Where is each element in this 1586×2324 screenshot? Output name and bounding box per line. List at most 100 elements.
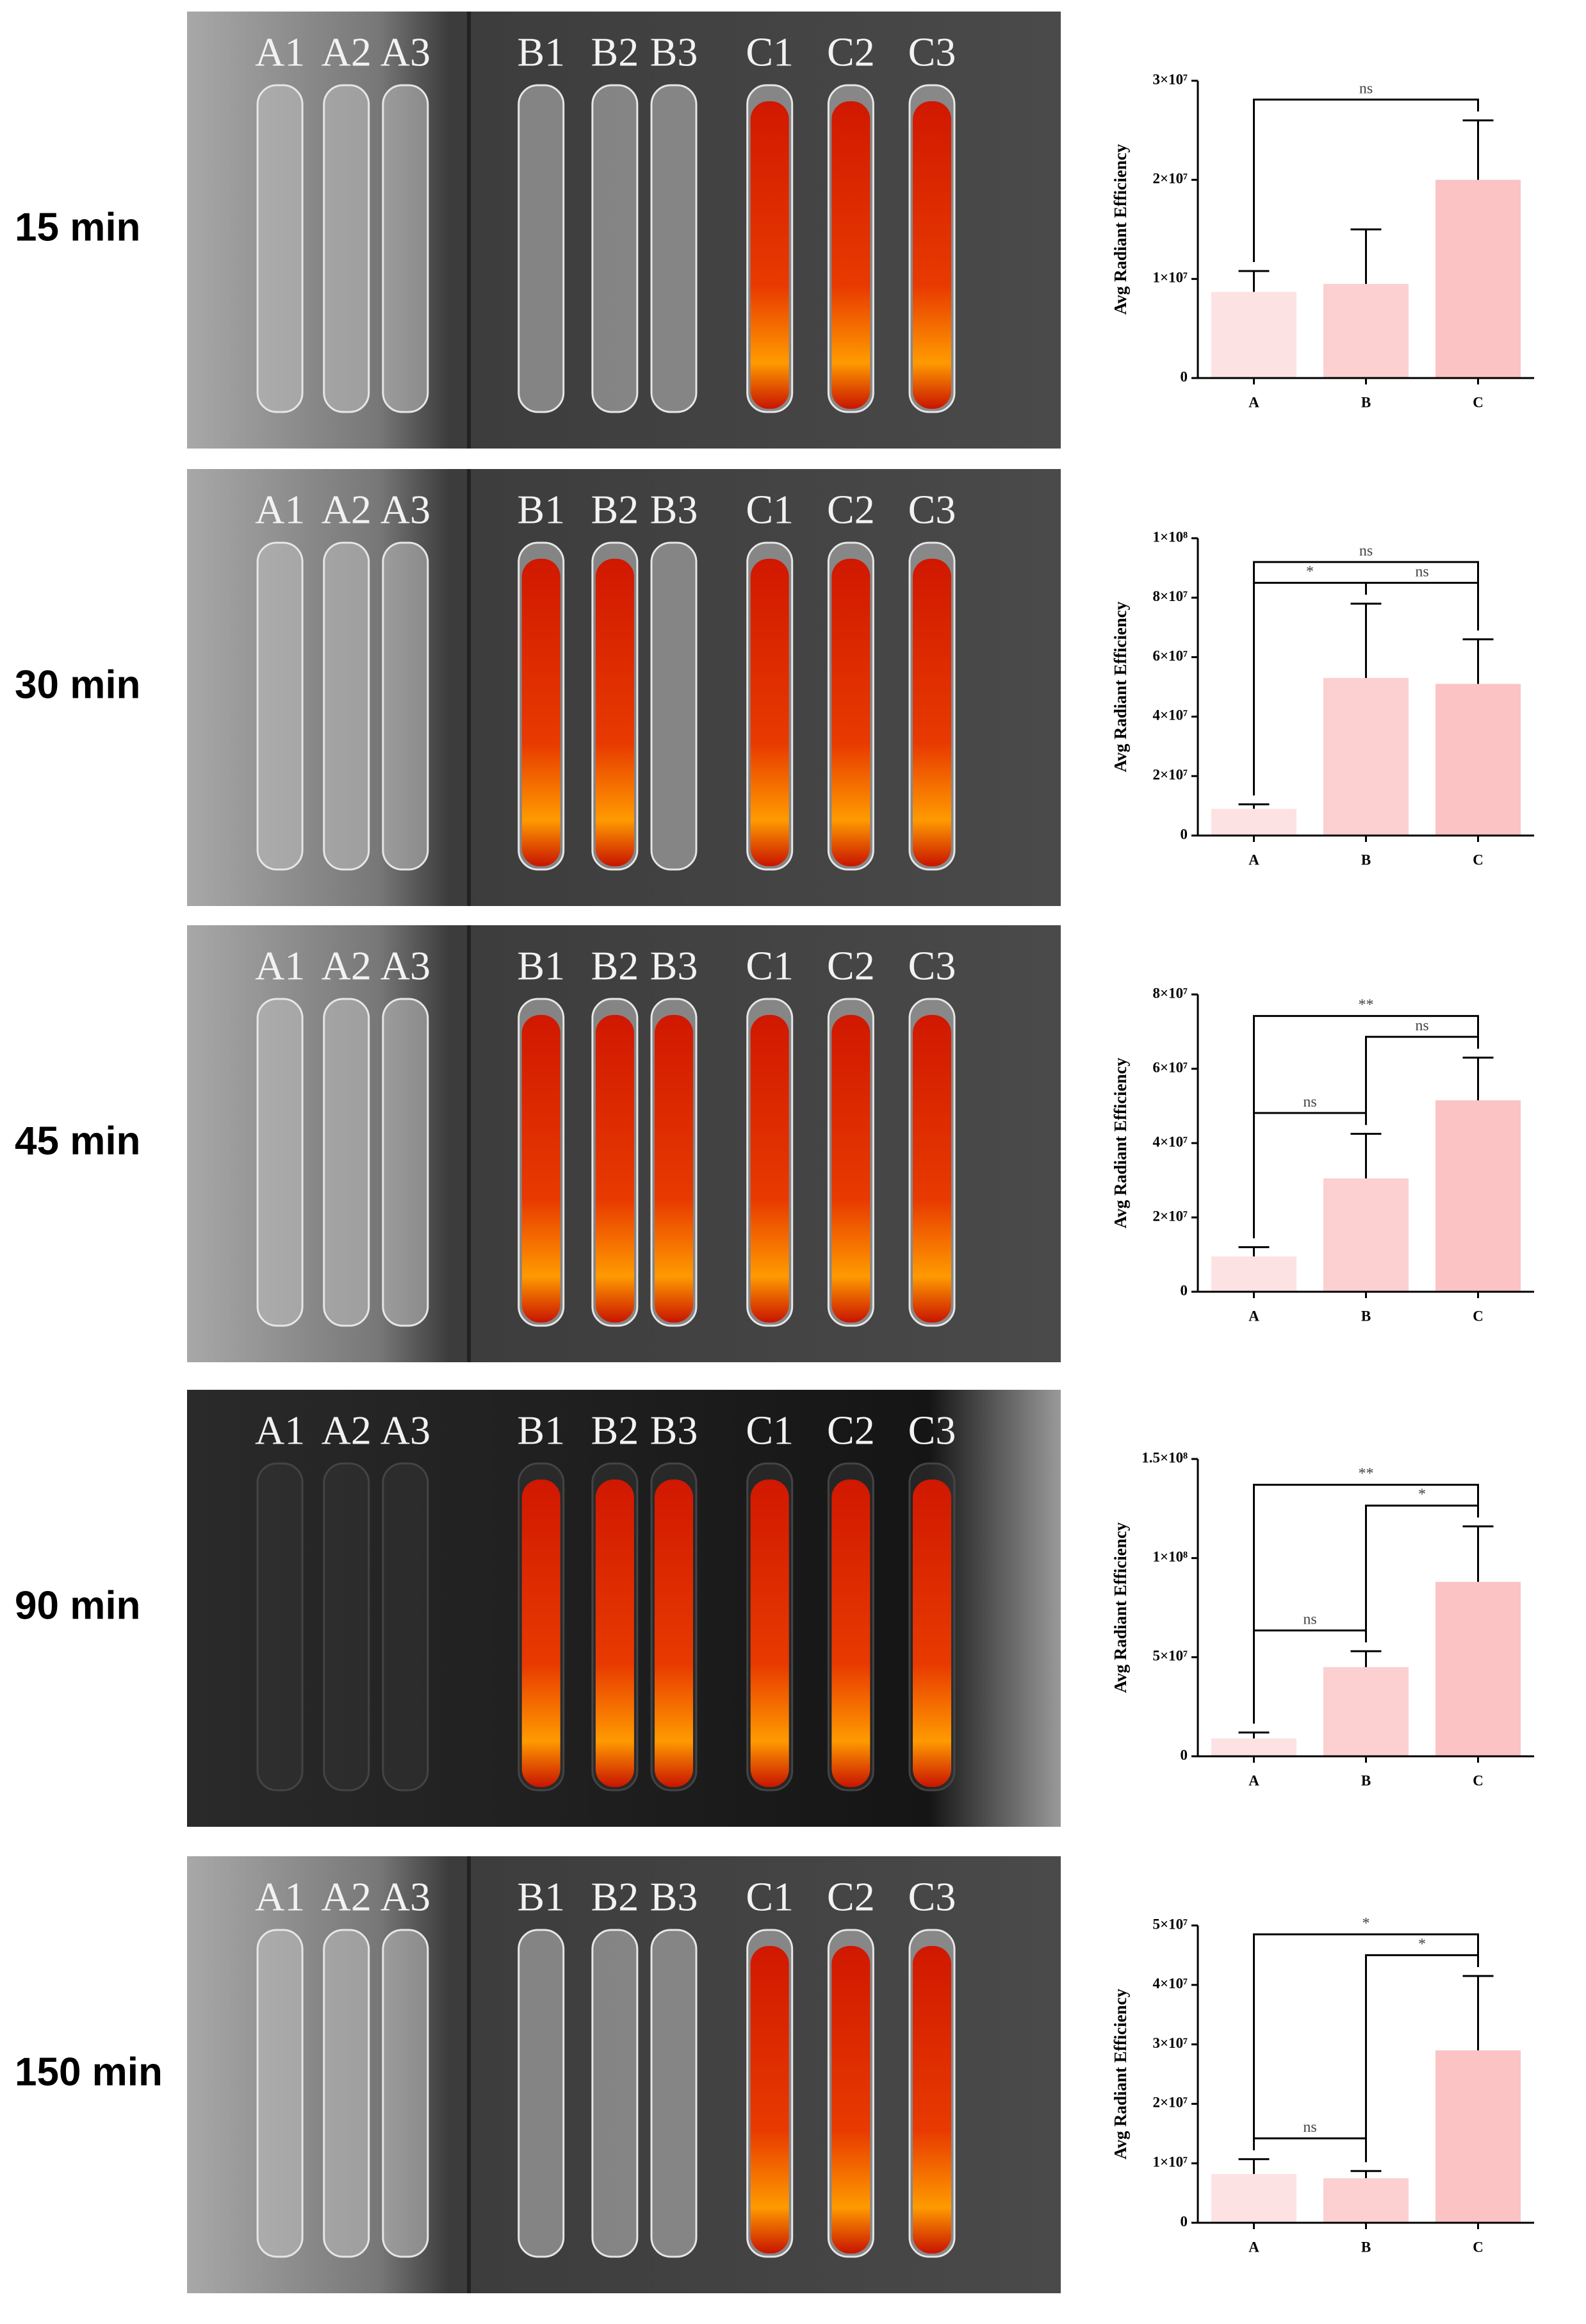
signal [750,101,789,409]
fluorescence-image: A1 A2 A3 B1 B2 B3 C1 C2 C3 [187,12,1061,449]
x-tick-label: C [1473,394,1484,410]
signal [750,1015,789,1323]
time-label: 30 min [15,663,140,707]
y-tick-label: 0 [1181,1747,1188,1763]
tissue [382,1929,429,2258]
tissue [650,84,698,413]
significance-label: ns [1415,564,1428,581]
time-label: 150 min [15,2050,163,2094]
fluorescence-image: A1 A2 A3 B1 B2 B3 C1 C2 C3 [187,469,1061,906]
signal [913,1946,952,2254]
time-label: 45 min [15,1119,140,1163]
significance-label: ns [1303,1611,1316,1628]
signal [913,1479,952,1787]
x-tick-label: C [1473,852,1484,868]
tissue [650,1929,698,2258]
signal [831,101,871,409]
tissue [518,1929,565,2258]
significance-label: * [1418,1936,1426,1952]
signal [750,1946,789,2254]
y-tick-label: 0 [1181,2213,1188,2229]
bar [1323,284,1409,378]
y-tick-label: 1×10⁷ [1152,2154,1188,2170]
tissue [382,1462,429,1792]
sample-label: C2 [827,943,875,989]
sample-label: C2 [827,487,875,532]
sample-label: C3 [908,1874,956,1920]
significance-bracket [1253,561,1479,796]
bar [1323,2178,1409,2223]
sample-label: A3 [380,29,430,75]
significance-bracket [1253,1015,1479,1239]
bar [1211,1256,1296,1292]
x-tick-label: C [1473,1772,1484,1788]
significance-label: ** [1359,997,1374,1014]
y-tick-label: 0 [1181,368,1188,384]
sample-label: A1 [255,1874,305,1920]
y-tick-label: 2×10⁷ [1152,2095,1188,2111]
tissue [382,541,429,871]
y-tick-label: 1×10⁷ [1152,270,1188,286]
time-label: 90 min [15,1583,140,1628]
significance-label: ** [1359,1465,1374,1482]
signal [831,1015,871,1323]
sample-label: C1 [746,1874,794,1920]
significance-label: ns [1359,80,1373,97]
y-tick-label: 1×10⁸ [1152,529,1188,545]
significance-label: * [1362,1915,1370,1932]
tissue [323,541,370,871]
bar [1211,2173,1296,2223]
signal [831,559,871,866]
bar [1435,684,1521,836]
y-tick-label: 8×10⁷ [1152,588,1188,604]
signal [913,559,952,866]
sample-label: B2 [591,1408,639,1453]
tissue [256,84,304,413]
y-tick-label: 5×10⁷ [1152,1648,1188,1664]
y-tick-label: 1×10⁸ [1152,1549,1188,1565]
signal [750,1479,789,1787]
sample-label: C1 [746,1408,794,1453]
significance-bracket [1253,1933,1479,2150]
signal [654,1479,693,1787]
y-axis-label: Avg Radiant Efficiency [1111,1057,1130,1228]
sample-label: B1 [517,29,565,75]
significance-label: ns [1359,543,1373,559]
x-tick-label: B [1361,852,1371,868]
y-tick-label: 2×10⁷ [1152,170,1188,186]
sample-label: B1 [517,943,565,989]
y-axis-label: Avg Radiant Efficiency [1111,1988,1130,2159]
sample-label: A2 [322,1874,372,1920]
sample-label: B1 [517,1408,565,1453]
signal [831,1479,871,1787]
sample-label: C1 [746,943,794,989]
sample-label: A3 [380,487,430,532]
y-tick-label: 2×10⁷ [1152,766,1188,782]
bar [1211,1738,1296,1756]
x-tick-label: B [1361,1308,1371,1324]
sample-label: B1 [517,1874,565,1920]
fluorescence-image: A1 A2 A3 B1 B2 B3 C1 C2 C3 [187,1390,1061,1827]
y-tick-label: 0 [1181,1282,1188,1298]
x-tick-label: C [1473,2239,1484,2255]
significance-label: ns [1303,1094,1316,1110]
y-tick-label: 5×10⁷ [1152,1916,1188,1932]
sample-label: A1 [255,487,305,532]
bar [1211,292,1296,378]
significance-bracket [1253,98,1479,263]
sample-label: A2 [322,1408,372,1453]
tissue [256,541,304,871]
x-tick-label: A [1248,2239,1259,2255]
y-tick-label: 6×10⁷ [1152,1059,1188,1075]
signal [913,101,952,409]
sample-label: C2 [827,1874,875,1920]
sample-label: B2 [591,1874,639,1920]
tissue [382,998,429,1327]
sample-label: C3 [908,29,956,75]
y-tick-label: 0 [1181,826,1188,842]
tissue [323,84,370,413]
signal [750,559,789,866]
signal [521,1015,560,1323]
sample-label: A1 [255,1408,305,1453]
tissue [591,1929,639,2258]
